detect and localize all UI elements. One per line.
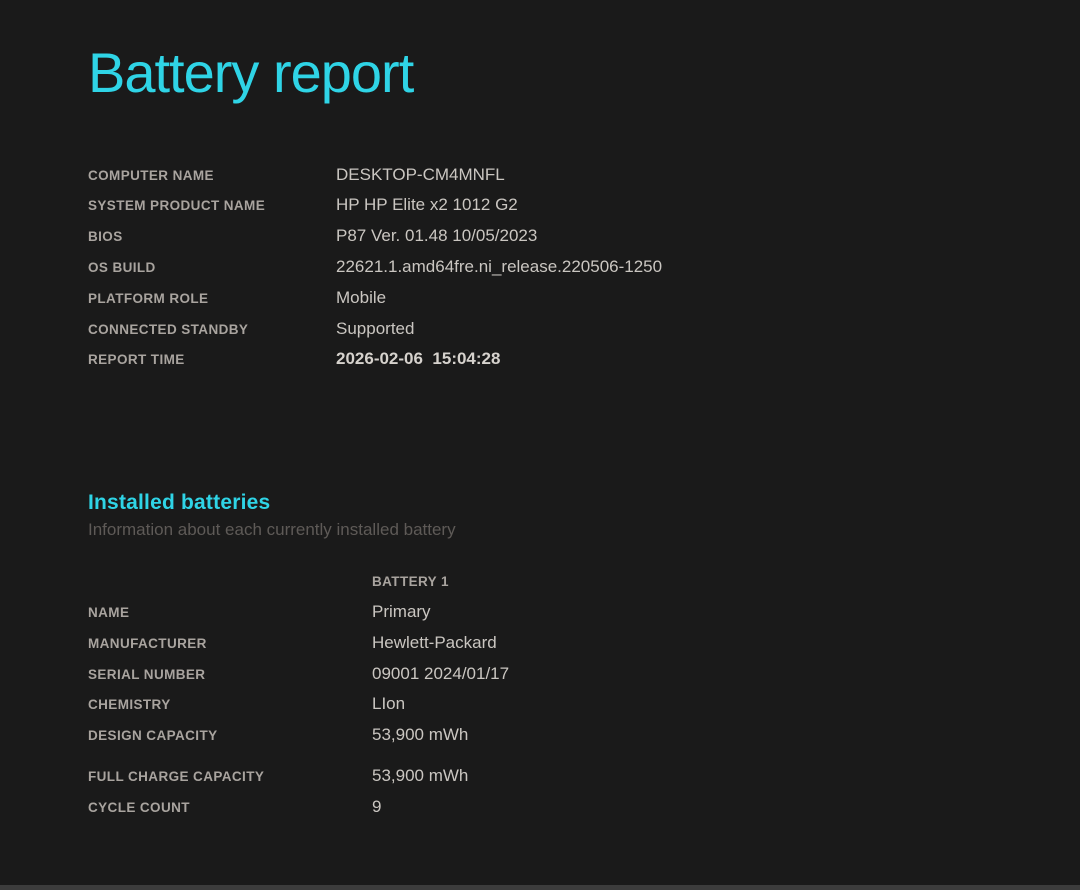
connected-standby-label: CONNECTED STANDBY xyxy=(88,321,249,337)
chemistry-value: LIon xyxy=(372,694,406,714)
os-build-label: OS BUILD xyxy=(88,259,156,275)
page-title: Battery report xyxy=(88,41,414,104)
table-row: SERIAL NUMBER 09001 2024/01/17 xyxy=(88,659,1040,690)
manufacturer-value: Hewlett-Packard xyxy=(372,632,497,652)
system-info-table: COMPUTER NAME DESKTOP-CM4MNFL SYSTEM PRO… xyxy=(88,160,1040,376)
computer-name-label: COMPUTER NAME xyxy=(88,167,214,183)
design-capacity-label: DESIGN CAPACITY xyxy=(88,728,218,744)
installed-batteries-heading: Installed batteries xyxy=(88,491,271,515)
bios-label: BIOS xyxy=(88,229,123,245)
chemistry-label: CHEMISTRY xyxy=(88,697,171,713)
table-row: REPORT TIME 2026-02-06 15:04:28 xyxy=(88,344,1040,375)
platform-role-value: Mobile xyxy=(336,287,387,307)
battery-name-value: Primary xyxy=(372,601,431,621)
table-row: OS BUILD 22621.1.amd64fre.ni_release.220… xyxy=(88,252,1040,283)
report-time-value: 2026-02-06 15:04:28 xyxy=(336,349,501,369)
table-row: CHEMISTRY LIon xyxy=(88,689,1040,720)
table-row: CYCLE COUNT 9 xyxy=(88,792,1040,823)
battery-name-label: NAME xyxy=(88,604,130,620)
os-build-value: 22621.1.amd64fre.ni_release.220506-1250 xyxy=(336,256,663,276)
table-row: SYSTEM PRODUCT NAME HP HP Elite x2 1012 … xyxy=(88,190,1040,221)
table-row: CONNECTED STANDBY Supported xyxy=(88,314,1040,345)
installed-batteries-section: Installed batteries Information about ea… xyxy=(88,491,1040,822)
battery-table: BATTERY 1 NAME Primary MANUFACTURER Hewl… xyxy=(88,567,1040,822)
serial-number-value: 09001 2024/01/17 xyxy=(372,663,510,683)
table-row: DESIGN CAPACITY 53,900 mWh xyxy=(88,720,1040,751)
table-row: NAME Primary xyxy=(88,597,1040,628)
bios-value: P87 Ver. 01.48 10/05/2023 xyxy=(336,226,538,246)
system-product-name-label: SYSTEM PRODUCT NAME xyxy=(88,198,266,214)
installed-batteries-subtitle: Information about each currently install… xyxy=(88,520,456,540)
manufacturer-label: MANUFACTURER xyxy=(88,635,207,651)
design-capacity-value: 53,900 mWh xyxy=(372,725,469,745)
cycle-count-label: CYCLE COUNT xyxy=(88,799,190,815)
report-time-label: REPORT TIME xyxy=(88,352,185,368)
table-row: COMPUTER NAME DESKTOP-CM4MNFL xyxy=(88,160,1040,191)
full-charge-capacity-label: FULL CHARGE CAPACITY xyxy=(88,768,265,784)
connected-standby-value: Supported xyxy=(336,318,415,338)
computer-name-value: DESKTOP-CM4MNFL xyxy=(336,164,505,184)
horizontal-scrollbar[interactable] xyxy=(0,885,1080,890)
table-row: FULL CHARGE CAPACITY 53,900 mWh xyxy=(88,761,1040,792)
platform-role-label: PLATFORM ROLE xyxy=(88,290,209,306)
full-charge-capacity-value: 53,900 mWh xyxy=(372,765,469,785)
battery-1-column-header: BATTERY 1 xyxy=(372,574,449,590)
table-row: BIOS P87 Ver. 01.48 10/05/2023 xyxy=(88,221,1040,252)
system-product-name-value: HP HP Elite x2 1012 G2 xyxy=(336,195,518,215)
table-row: PLATFORM ROLE Mobile xyxy=(88,283,1040,314)
serial-number-label: SERIAL NUMBER xyxy=(88,666,206,682)
table-row: MANUFACTURER Hewlett-Packard xyxy=(88,628,1040,659)
table-header-row: BATTERY 1 xyxy=(88,567,1040,597)
cycle-count-value: 9 xyxy=(372,796,382,816)
